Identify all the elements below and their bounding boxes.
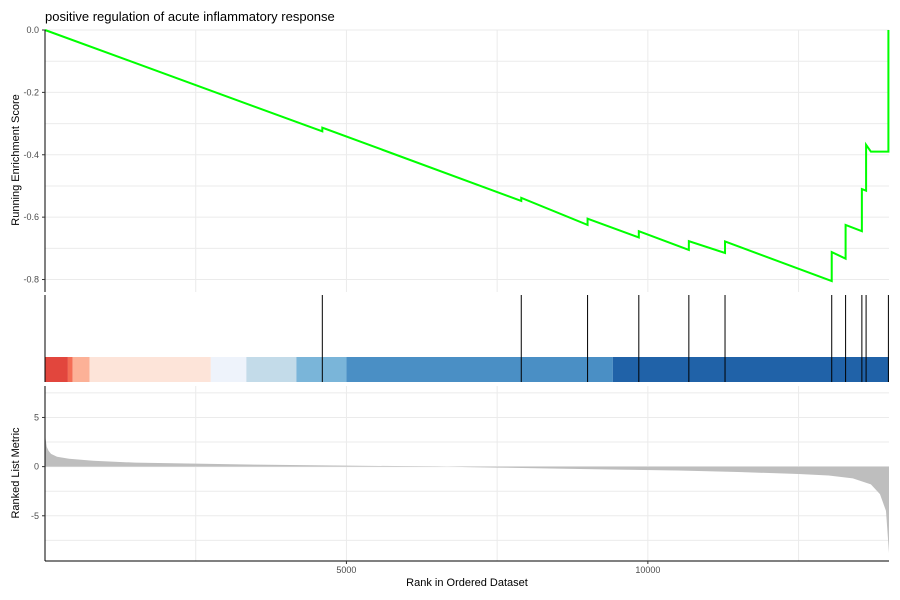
running-score-ylabel: Running Enrichment Score	[10, 94, 22, 225]
ranked-metric-y-tick-label: 0	[34, 462, 39, 472]
ranked-metric-ylabel: Ranked List Metric	[10, 427, 22, 519]
tick-labels: 0.0 -0.2 -0.4 -0.6 -0.8 5 0 -5 5000 10000	[23, 25, 660, 575]
rank-color-segment	[67, 357, 73, 382]
running-score-line-layer	[44, 29, 890, 283]
rank-color-segment	[246, 357, 297, 382]
rank-color-bar	[45, 357, 889, 382]
x-tick-label: 10000	[635, 565, 660, 575]
ranked-metric-y-tick-label: 5	[34, 412, 39, 422]
x-axis-label: Rank in Ordered Dataset	[406, 577, 528, 589]
rank-color-segment	[296, 357, 347, 382]
running-score-line	[44, 29, 890, 283]
hit-markers	[321, 295, 889, 382]
running-score-y-tick-label: -0.4	[23, 150, 39, 160]
rank-color-segment	[612, 357, 889, 382]
ranked-metric-y-tick-label: -5	[31, 511, 39, 521]
running-score-y-tick-label: 0.0	[26, 25, 39, 35]
rank-color-segment	[210, 357, 247, 382]
chart-title: positive regulation of acute inflammator…	[45, 9, 335, 24]
axes	[42, 29, 889, 564]
rank-color-segment	[72, 357, 90, 382]
rank-color-segment	[346, 357, 613, 382]
running-score-y-tick-label: -0.2	[23, 87, 39, 97]
running-score-y-tick-label: -0.8	[23, 275, 39, 285]
rank-color-segment	[45, 357, 68, 382]
x-tick-label: 5000	[336, 565, 356, 575]
running-score-y-tick-label: -0.6	[23, 212, 39, 222]
rank-color-segment	[89, 357, 211, 382]
